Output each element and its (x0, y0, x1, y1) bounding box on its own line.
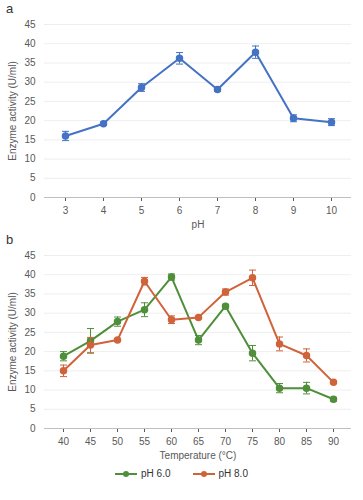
svg-text:40: 40 (24, 269, 36, 280)
html-text:pH 8.0: pH 8.0 (218, 468, 248, 479)
svg-text:45: 45 (85, 436, 97, 447)
svg-text:50: 50 (112, 436, 124, 447)
svg-text:0: 0 (30, 423, 36, 434)
svg-text:7: 7 (215, 205, 221, 216)
svg-text:15: 15 (24, 134, 36, 145)
svg-text:5: 5 (139, 205, 145, 216)
svg-text:55: 55 (139, 436, 151, 447)
svg-text:85: 85 (301, 436, 313, 447)
svg-text:80: 80 (274, 436, 286, 447)
svg-text:8: 8 (253, 205, 259, 216)
svg-text:25: 25 (24, 327, 36, 338)
svg-text:25: 25 (24, 96, 36, 107)
svg-text:20: 20 (24, 346, 36, 357)
html-text:b: b (6, 232, 14, 247)
svg-text:15: 15 (24, 365, 36, 376)
svg-text:60: 60 (166, 436, 178, 447)
svg-text:Temperature (°C): Temperature (°C) (160, 450, 237, 461)
svg-text:35: 35 (24, 57, 36, 68)
svg-text:70: 70 (220, 436, 232, 447)
svg-text:6: 6 (177, 205, 183, 216)
svg-text:9: 9 (291, 205, 297, 216)
svg-text:3: 3 (63, 205, 69, 216)
svg-text:45: 45 (24, 19, 36, 30)
svg-text:75: 75 (247, 436, 259, 447)
svg-text:35: 35 (24, 288, 36, 299)
svg-text:5: 5 (30, 172, 36, 183)
html-text:a: a (6, 1, 14, 16)
svg-text:10: 10 (24, 153, 36, 164)
svg-text:pH: pH (192, 219, 205, 230)
svg-text:30: 30 (24, 76, 36, 87)
svg-text:10: 10 (326, 205, 338, 216)
svg-text:65: 65 (193, 436, 205, 447)
svg-text:4: 4 (101, 205, 107, 216)
svg-text:5: 5 (30, 403, 36, 414)
svg-text:20: 20 (24, 115, 36, 126)
svg-text:40: 40 (58, 436, 70, 447)
svg-text:10: 10 (24, 384, 36, 395)
svg-text:Enzyme activity (U/ml): Enzyme activity (U/ml) (7, 61, 18, 160)
html-text:pH 6.0: pH 6.0 (141, 468, 171, 479)
svg-text:40: 40 (24, 38, 36, 49)
svg-text:0: 0 (30, 192, 36, 203)
svg-text:Enzyme activity (U/ml): Enzyme activity (U/ml) (7, 292, 18, 391)
svg-text:90: 90 (328, 436, 340, 447)
svg-text:30: 30 (24, 307, 36, 318)
svg-text:45: 45 (24, 250, 36, 261)
